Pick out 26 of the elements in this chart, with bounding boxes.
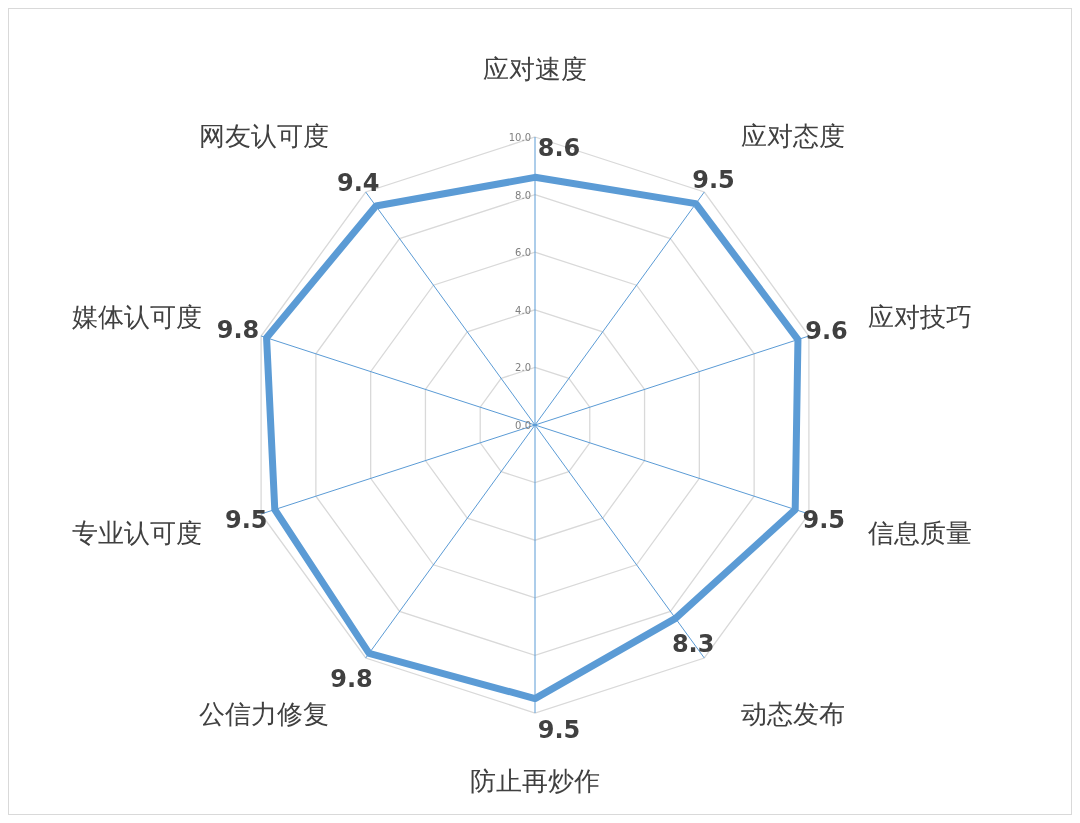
spoke-label: 媒体认可度 [72, 301, 203, 332]
data-label: 8.3 [671, 629, 715, 658]
spoke-label: 应对态度 [740, 120, 845, 151]
y-tick-label: 0.0 [515, 420, 531, 431]
spoke-label: 公信力修复 [199, 699, 330, 730]
data-label: 9.8 [330, 664, 373, 693]
spoke-label: 网友认可度 [199, 120, 330, 151]
y-tick-label: 8.0 [515, 189, 531, 201]
spoke-label: 应对速度 [483, 54, 587, 84]
spoke-label: 应对技巧 [867, 301, 972, 332]
y-tick-label: 6.0 [515, 247, 531, 259]
data-label: 9.5 [802, 505, 845, 534]
spoke-label: 专业认可度 [72, 518, 203, 549]
y-tick-label: 10.0 [508, 132, 531, 143]
data-label: 9.4 [336, 168, 380, 197]
data-label: 9.6 [805, 317, 848, 346]
y-tick-label: 2.0 [515, 362, 531, 374]
spoke-label: 动态发布 [740, 699, 845, 730]
spoke-label: 信息质量 [867, 518, 972, 549]
data-label: 9.5 [692, 166, 735, 195]
data-label: 9.8 [216, 315, 260, 344]
data-label: 9.5 [225, 505, 268, 534]
data-label: 8.6 [537, 134, 581, 163]
y-tick-label: 4.0 [515, 304, 531, 316]
spoke-label: 防止再炒作 [470, 766, 600, 796]
data-label: 9.5 [537, 715, 581, 744]
